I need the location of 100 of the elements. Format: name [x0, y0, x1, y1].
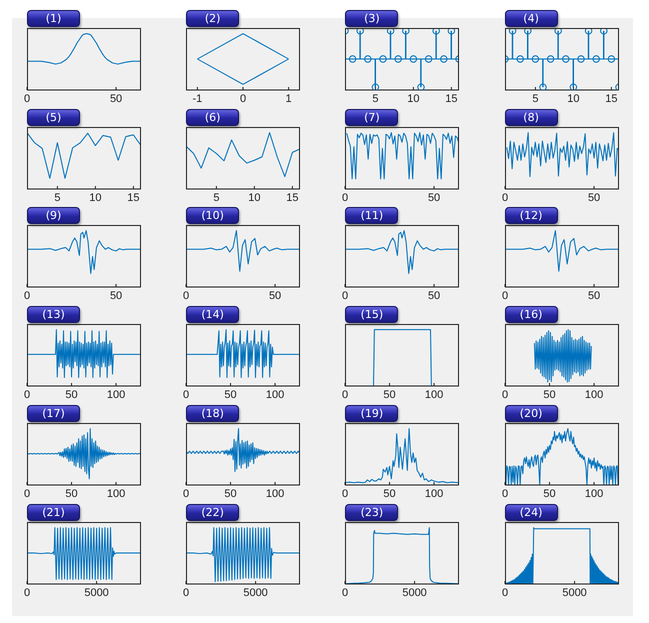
x-tick-label: 0	[183, 488, 190, 500]
title-badge: (22)	[186, 504, 240, 520]
title-badge: (7)	[345, 108, 398, 126]
x-tick-label: 50	[224, 388, 237, 401]
chart-title: (22)	[201, 506, 224, 518]
x-tick-label: 1	[286, 92, 292, 105]
x-tick-label: 0	[183, 586, 190, 598]
x-tick-label: 10	[248, 191, 261, 204]
x-tick-label: 50	[269, 290, 282, 302]
chart-title: (10)	[201, 209, 224, 222]
x-tick-label: 5000	[244, 586, 268, 598]
x-tick-label: 0	[240, 92, 246, 105]
x-tick-label: 0	[24, 388, 30, 401]
chart-title: (19)	[360, 406, 384, 420]
x-tick-label: 0	[342, 290, 348, 302]
x-tick-label: 100	[584, 388, 603, 401]
x-tick-label: 50	[65, 488, 78, 500]
x-tick-label: 0	[24, 290, 30, 302]
x-tick-label: 100	[425, 488, 444, 500]
x-tick-label: 100	[266, 388, 284, 401]
x-tick-label: 100	[106, 388, 126, 401]
x-tick-label: 0	[502, 290, 508, 302]
x-tick-label: 5000	[84, 586, 109, 598]
x-tick-label: 50	[110, 92, 122, 105]
x-tick-label: 15	[286, 191, 299, 204]
x-tick-label: 100	[266, 488, 284, 500]
x-tick-label: 10	[408, 92, 420, 105]
chart-title: (7)	[364, 110, 380, 124]
x-tick-label: -1	[192, 92, 202, 105]
chart-title: (21)	[42, 506, 65, 518]
title-badge: (12)	[504, 207, 558, 224]
chart-title: (2)	[204, 12, 220, 25]
chart-title: (17)	[42, 406, 65, 420]
title-badge: (6)	[186, 108, 240, 126]
title-badge: (3)	[345, 10, 398, 27]
chart-title: (6)	[204, 110, 220, 124]
chart-title: (24)	[520, 506, 542, 518]
x-tick-label: 15	[604, 92, 618, 105]
x-tick-label: 10	[566, 92, 580, 105]
x-tick-label: 100	[584, 488, 603, 500]
title-badge: (13)	[27, 306, 80, 324]
x-tick-label: 0	[342, 191, 348, 204]
title-badge: (8)	[504, 108, 558, 126]
title-badge: (19)	[345, 404, 398, 422]
x-tick-label: 0	[24, 488, 30, 500]
x-tick-label: 5	[532, 92, 538, 105]
chart-title: (13)	[42, 308, 65, 322]
title-badge: (4)	[504, 10, 558, 27]
chart-title: (11)	[360, 209, 384, 222]
chart-title: (8)	[523, 110, 539, 124]
title-badge: (21)	[27, 504, 80, 520]
chart-title: (15)	[360, 308, 384, 322]
title-badge: (24)	[504, 504, 558, 520]
title-badge: (1)	[27, 10, 80, 27]
x-tick-label: 0	[502, 488, 508, 500]
title-badge: (9)	[27, 207, 80, 224]
x-tick-label: 50	[110, 290, 122, 302]
x-tick-label: 50	[65, 388, 78, 401]
title-badge: (20)	[504, 404, 558, 422]
x-tick-label: 50	[543, 388, 556, 401]
x-tick-label: 5000	[402, 586, 428, 598]
x-tick-label: 100	[425, 388, 444, 401]
title-badge: (2)	[186, 10, 240, 27]
title-badge: (5)	[27, 108, 80, 126]
x-tick-label: 0	[183, 290, 190, 302]
title-badge: (23)	[345, 504, 398, 520]
x-tick-label: 5	[372, 92, 379, 105]
x-tick-label: 15	[127, 191, 140, 204]
x-tick-label: 15	[446, 92, 458, 105]
chart-title: (1)	[46, 12, 62, 25]
x-tick-label: 50	[428, 290, 441, 302]
title-badge: (14)	[186, 306, 240, 324]
x-tick-label: 0	[342, 488, 348, 500]
x-tick-label: 0	[502, 586, 508, 598]
x-tick-label: 5	[214, 191, 220, 204]
chart-title: (18)	[201, 406, 224, 420]
x-tick-label: 50	[384, 488, 396, 500]
x-tick-label: 5	[54, 191, 60, 204]
chart-title: (4)	[523, 12, 539, 25]
title-badge: (16)	[504, 306, 558, 324]
x-tick-label: 50	[224, 488, 237, 500]
title-badge: (17)	[27, 404, 80, 422]
x-tick-label: 0	[342, 388, 348, 401]
title-badge: (10)	[186, 207, 240, 224]
x-tick-label: 0	[24, 586, 30, 598]
x-tick-label: 0	[24, 92, 30, 105]
x-tick-label: 5000	[562, 586, 586, 598]
title-badge: (15)	[345, 306, 398, 324]
chart-title: (3)	[364, 12, 380, 25]
x-tick-label: 10	[89, 191, 102, 204]
x-tick-label: 100	[106, 488, 126, 500]
chart-title: (14)	[201, 308, 224, 322]
chart-title: (12)	[520, 209, 542, 222]
title-badge: (18)	[186, 404, 240, 422]
x-tick-label: 0	[502, 388, 508, 401]
chart-title: (20)	[520, 406, 542, 420]
x-tick-label: 50	[428, 191, 441, 204]
x-tick-label: 0	[183, 388, 190, 401]
chart-title: (16)	[520, 308, 542, 322]
chart-title: (23)	[360, 506, 384, 518]
